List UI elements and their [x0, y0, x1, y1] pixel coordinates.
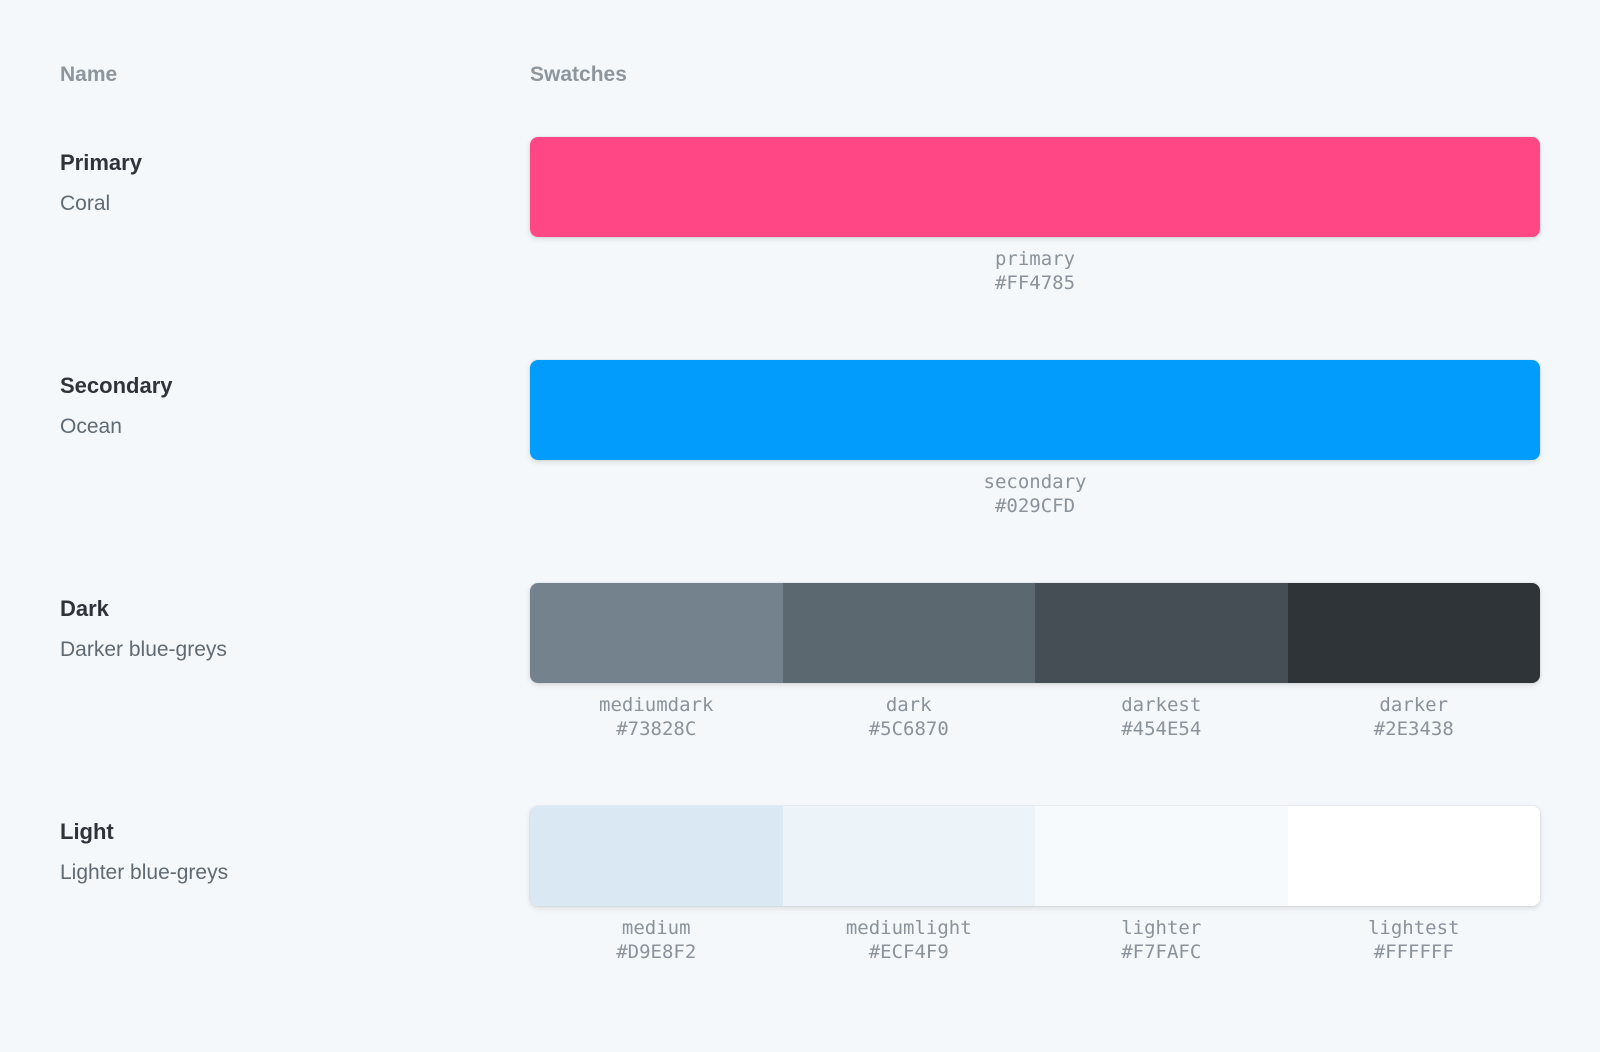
swatch-segment — [1287, 806, 1540, 906]
palette-subtitle: Darker blue-greys — [60, 638, 227, 661]
swatch-name: secondary — [983, 471, 1087, 493]
column-header-name: Name — [60, 63, 118, 86]
swatch-labels: mediumdark #73828C dark #5C6870 darkest #454E… — [530, 693, 1540, 741]
swatch-bar — [530, 806, 1540, 906]
palette-row: Dark Darker blue-greys mediumdark #73828C… — [60, 583, 1540, 741]
palette-row: Secondary Ocean secondary #029CFD — [60, 360, 1540, 518]
swatch-label: dark #5C6870 — [783, 693, 1036, 741]
swatch-label: lighter #F7FAFC — [1035, 916, 1288, 964]
swatch-labels: primary #FF4785 — [530, 247, 1540, 295]
swatch-hex: #D9E8F2 — [616, 941, 697, 963]
swatch-hex: #454E54 — [1121, 718, 1202, 740]
swatch-label: primary #FF4785 — [530, 247, 1540, 295]
palette-name-cell: Primary Coral — [60, 137, 530, 295]
swatch-name: lightest — [1367, 917, 1460, 939]
column-header-row: Name Swatches — [60, 62, 1540, 88]
swatch-bar — [530, 583, 1540, 683]
swatch-bar — [530, 360, 1540, 460]
palette-name-cell: Secondary Ocean — [60, 360, 530, 518]
palette-swatch-cell: secondary #029CFD — [530, 360, 1540, 518]
swatch-name: mediumdark — [599, 694, 714, 716]
swatch-label: lightest #FFFFFF — [1288, 916, 1541, 964]
color-palette-page: Name Swatches Primary Coral primary #FF47… — [60, 62, 1540, 964]
swatch-label: secondary #029CFD — [530, 470, 1540, 518]
swatch-segment — [1287, 583, 1540, 683]
palette-title: Light — [60, 819, 114, 844]
swatch-segment — [530, 137, 1540, 237]
swatch-segment — [1035, 806, 1288, 906]
swatch-segment — [530, 806, 783, 906]
swatch-label: medium #D9E8F2 — [530, 916, 783, 964]
swatch-hex: #029CFD — [994, 495, 1076, 517]
swatch-hex: #ECF4F9 — [868, 941, 949, 963]
palette-title: Dark — [60, 596, 109, 621]
swatch-name: dark — [885, 694, 932, 716]
palette-subtitle: Ocean — [60, 415, 122, 438]
swatch-name: medium — [621, 917, 691, 939]
palette-name-cell: Light Lighter blue-greys — [60, 806, 530, 964]
swatch-label: mediumlight #ECF4F9 — [783, 916, 1036, 964]
swatch-segment — [782, 583, 1035, 683]
swatch-segment — [1035, 583, 1288, 683]
swatch-hex: #FF4785 — [994, 272, 1076, 294]
swatch-segment — [782, 806, 1035, 906]
palette-title: Primary — [60, 150, 142, 175]
swatch-labels: secondary #029CFD — [530, 470, 1540, 518]
swatch-labels: medium #D9E8F2 mediumlight #ECF4F9 lighter #F… — [530, 916, 1540, 964]
swatch-label: mediumdark #73828C — [530, 693, 783, 741]
swatch-segment — [530, 583, 783, 683]
palette-rows: Primary Coral primary #FF4785 Secondary O… — [60, 137, 1540, 964]
swatch-name: primary — [994, 248, 1076, 270]
swatch-name: lighter — [1121, 917, 1202, 939]
palette-swatch-cell: mediumdark #73828C dark #5C6870 darkest #454E… — [530, 583, 1540, 741]
palette-swatch-cell: medium #D9E8F2 mediumlight #ECF4F9 lighter #F… — [530, 806, 1540, 964]
column-header-swatches: Swatches — [530, 63, 627, 86]
palette-subtitle: Coral — [60, 192, 111, 215]
swatch-hex: #FFFFFF — [1373, 941, 1454, 963]
palette-row: Primary Coral primary #FF4785 — [60, 137, 1540, 295]
swatch-bar — [530, 137, 1540, 237]
swatch-hex: #F7FAFC — [1121, 941, 1202, 963]
swatch-name: darkest — [1121, 694, 1202, 716]
palette-name-cell: Dark Darker blue-greys — [60, 583, 530, 741]
palette-subtitle: Lighter blue-greys — [60, 861, 229, 884]
palette-title: Secondary — [60, 373, 173, 398]
swatch-label: darker #2E3438 — [1288, 693, 1541, 741]
swatch-hex: #2E3438 — [1373, 718, 1454, 740]
swatch-label: darkest #454E54 — [1035, 693, 1288, 741]
swatch-name: darker — [1379, 694, 1449, 716]
swatch-hex: #5C6870 — [868, 718, 949, 740]
palette-swatch-cell: primary #FF4785 — [530, 137, 1540, 295]
swatch-name: mediumlight — [845, 917, 972, 939]
palette-row: Light Lighter blue-greys medium #D9E8F2 me… — [60, 806, 1540, 964]
swatch-segment — [530, 360, 1540, 460]
swatch-hex: #73828C — [616, 718, 697, 740]
